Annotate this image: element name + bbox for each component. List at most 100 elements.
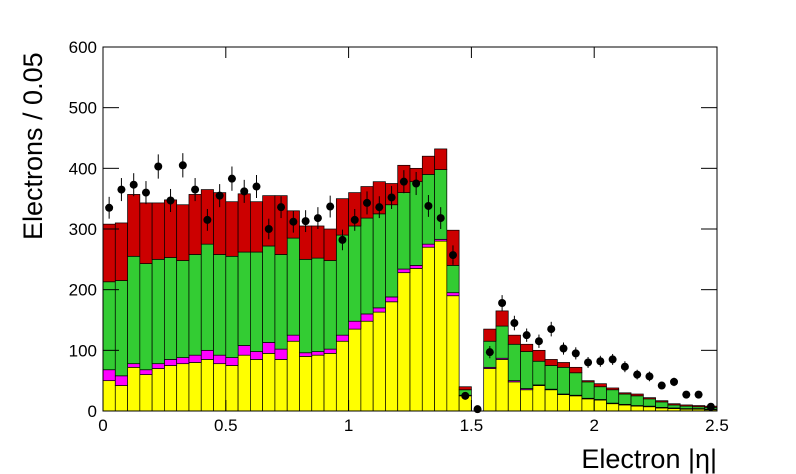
- bar-segment: [311, 257, 325, 352]
- data-point: [571, 349, 580, 358]
- data-point: [117, 185, 126, 194]
- bar-segment: [274, 254, 288, 350]
- bar-segment: [421, 243, 435, 248]
- bar-segment: [569, 366, 583, 374]
- bar-segment: [311, 351, 325, 356]
- bar-segment: [581, 398, 595, 412]
- bar-segment: [507, 381, 521, 412]
- data-point: [559, 344, 568, 353]
- bar-segment: [630, 395, 644, 406]
- bar-segment: [250, 351, 263, 360]
- bar-segment: [593, 383, 607, 388]
- y-tick-label: 300: [69, 220, 97, 239]
- y-tick-label: 200: [69, 281, 97, 300]
- bar-segment: [250, 201, 263, 253]
- bar-segment: [360, 320, 374, 412]
- data-point: [412, 179, 421, 188]
- bar-segment: [569, 372, 583, 396]
- bar-segment: [139, 374, 153, 412]
- data-point: [191, 185, 200, 194]
- bar-segment: [225, 365, 239, 412]
- bar-segment: [520, 389, 534, 412]
- bar-segment: [642, 406, 656, 412]
- data-point: [215, 191, 224, 200]
- bar-segment: [446, 265, 460, 294]
- data-point: [633, 370, 642, 379]
- x-axis-label: Electron |η|: [581, 444, 717, 474]
- bar-segment: [679, 404, 693, 407]
- data-point: [461, 391, 470, 400]
- data-point: [436, 214, 445, 223]
- bar-segment: [151, 363, 165, 369]
- bar-segment: [127, 194, 141, 257]
- bar-segment: [188, 254, 202, 356]
- bar-segment: [139, 369, 153, 375]
- data-point: [620, 362, 629, 371]
- bar-segment: [593, 399, 607, 412]
- y-tick-label: 100: [69, 341, 97, 360]
- bar-segment: [532, 360, 546, 386]
- data-point: [694, 390, 703, 399]
- bar-segment: [335, 334, 349, 342]
- data-point: [534, 337, 543, 346]
- x-tick-label: 2: [589, 416, 598, 435]
- bar-segment: [520, 343, 534, 352]
- bar-segment: [434, 148, 448, 170]
- bar-segment: [164, 257, 178, 360]
- bar-segment: [262, 245, 276, 343]
- bar-segment: [286, 334, 300, 342]
- bar-segment: [114, 375, 128, 386]
- bar-segment: [679, 405, 693, 409]
- bar-segment: [446, 295, 460, 412]
- bar-segment: [237, 251, 251, 346]
- bar-segment: [667, 404, 681, 409]
- bar-segment: [286, 340, 300, 412]
- bar-segment: [176, 204, 190, 261]
- bar-segment: [618, 392, 632, 395]
- data-point: [399, 177, 408, 186]
- bar-segment: [397, 192, 411, 270]
- bar-segment: [618, 404, 632, 412]
- y-tick-label: 600: [69, 38, 97, 57]
- bar-segment: [323, 228, 337, 261]
- bar-segment: [127, 363, 141, 368]
- bar-segment: [495, 359, 509, 412]
- bar-segment: [385, 301, 399, 412]
- bar-segment: [213, 254, 227, 356]
- bar-segment: [200, 243, 214, 351]
- bar-segment: [151, 202, 165, 260]
- data-point: [338, 235, 347, 244]
- data-point: [375, 203, 384, 212]
- bar-segment: [151, 368, 165, 412]
- bar-segment: [102, 223, 116, 283]
- bar-segment: [397, 268, 411, 274]
- data-point: [277, 203, 286, 212]
- bar-segment: [557, 394, 570, 412]
- y-tick-label: 0: [88, 402, 97, 421]
- bar-segment: [360, 217, 374, 315]
- bar-segment: [114, 280, 128, 377]
- data-point: [682, 390, 691, 399]
- bar-segment: [581, 380, 595, 383]
- data-point: [547, 325, 556, 334]
- data-point: [522, 331, 531, 340]
- bar-segment: [593, 386, 607, 400]
- bar-segment: [520, 351, 534, 389]
- bar-segment: [114, 222, 128, 281]
- bar-segment: [630, 393, 644, 397]
- bar-segment: [630, 405, 644, 412]
- data-point: [203, 215, 212, 224]
- bar-segment: [200, 349, 214, 360]
- bar-segment: [188, 362, 202, 412]
- bar-segment: [164, 359, 178, 366]
- bar-segment: [213, 363, 227, 412]
- bar-segment: [348, 225, 362, 322]
- data-point: [596, 357, 605, 366]
- data-point: [584, 358, 593, 367]
- bar-segment: [421, 246, 435, 412]
- data-point: [313, 214, 322, 223]
- bar-segment: [348, 328, 362, 412]
- bar-segment: [372, 311, 386, 412]
- bar-segment: [692, 405, 706, 408]
